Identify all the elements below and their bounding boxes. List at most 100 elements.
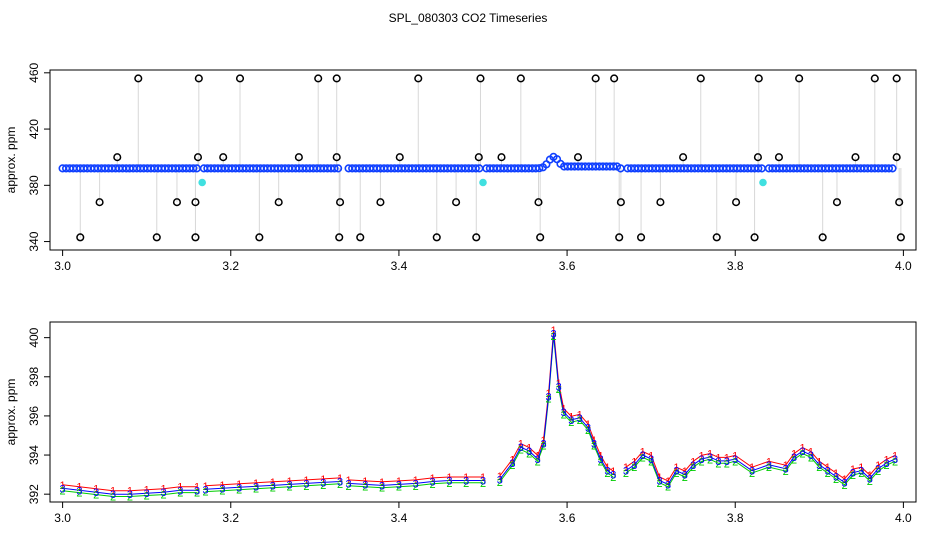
series-3-marker: 3	[463, 476, 469, 488]
series-1-marker: 1	[110, 486, 116, 498]
series-3-marker: 3	[546, 391, 552, 403]
outlier-point	[474, 153, 483, 162]
series-3-marker: 3	[379, 480, 385, 492]
series-2-marker: 2	[110, 492, 116, 504]
series-3-marker: 3	[413, 478, 419, 490]
outlier-point	[851, 153, 860, 162]
series-3-marker: 3	[783, 464, 789, 476]
series-2-marker: 2	[690, 462, 696, 474]
series-3-marker: 3	[497, 475, 503, 487]
series-2-marker: 2	[598, 456, 604, 468]
series-3-marker: 3	[551, 329, 557, 341]
series-1-marker: 1	[673, 462, 679, 474]
outlier-point	[750, 233, 759, 242]
series-3-line	[625, 450, 896, 486]
series-3-marker: 3	[160, 487, 166, 499]
bottom-x-tick-label: 3.4	[391, 511, 408, 525]
series-1-marker: 1	[413, 475, 419, 487]
series-2-marker: 2	[799, 449, 805, 461]
series-3-marker: 3	[127, 489, 133, 501]
top-x-tick-label: 3.8	[727, 259, 744, 273]
top-y-tick-label: 340	[27, 231, 41, 251]
outlier-point	[896, 233, 905, 242]
series-2-marker: 2	[497, 477, 503, 489]
series-1-marker: 1	[556, 378, 562, 390]
series-1-marker: 1	[561, 404, 567, 416]
outlier-point	[696, 74, 705, 83]
baseline-point	[754, 164, 763, 173]
series-1-marker: 1	[577, 409, 583, 421]
baseline-point	[888, 164, 897, 173]
series-3-marker: 3	[526, 446, 532, 458]
series-3-marker: 3	[591, 438, 597, 450]
series-3-marker: 3	[766, 460, 772, 472]
outlier-point	[194, 74, 203, 83]
series-2-marker: 2	[337, 479, 343, 491]
series-2-marker: 2	[362, 482, 368, 494]
series-2-marker: 2	[766, 462, 772, 474]
series-1-marker: 1	[631, 456, 637, 468]
series-2-marker: 2	[345, 481, 351, 493]
series-2-marker: 2	[648, 456, 654, 468]
top-x-tick-label: 3.4	[391, 259, 408, 273]
series-3-marker: 3	[362, 479, 368, 491]
bottom-x-tick-label: 3.2	[222, 511, 239, 525]
series-2-marker: 2	[236, 485, 242, 497]
series-3-line	[348, 480, 483, 486]
outlier-point	[76, 233, 85, 242]
series-3-marker: 3	[631, 460, 637, 472]
series-3-marker: 3	[320, 477, 326, 489]
series-1-marker: 1	[791, 449, 797, 461]
series-2-marker: 2	[591, 441, 597, 453]
top-y-tick-label: 380	[27, 175, 41, 195]
series-1-marker: 1	[345, 475, 351, 487]
series-1-marker: 1	[160, 484, 166, 496]
bottom-y-tick-label: 392	[27, 484, 41, 504]
series-3-marker: 3	[799, 446, 805, 458]
series-2-marker: 2	[841, 480, 847, 492]
series-1-marker: 1	[127, 486, 133, 498]
series-2-line	[62, 490, 198, 497]
series-1-marker: 1	[463, 472, 469, 484]
baseline-point	[334, 164, 343, 173]
outlier-point	[591, 74, 600, 83]
cyan-point	[198, 178, 206, 187]
series-3-line	[205, 481, 341, 490]
series-3-marker: 3	[707, 452, 713, 464]
series-1-marker: 1	[640, 447, 646, 459]
series-1-marker: 1	[585, 419, 591, 431]
outlier-point	[832, 198, 842, 207]
series-2-line	[205, 483, 341, 493]
outlier-point	[219, 153, 228, 162]
series-2-marker: 2	[219, 486, 225, 498]
series-1-marker: 1	[535, 450, 541, 462]
bottom-y-axis-label: approx. ppm	[4, 379, 18, 446]
top-y-tick-label: 420	[27, 119, 41, 139]
series-1-marker: 1	[707, 449, 713, 461]
series-1-marker: 1	[76, 482, 82, 494]
series-1-marker: 1	[177, 482, 183, 494]
top-outlier-lines	[79, 78, 902, 238]
series-2-marker: 2	[127, 492, 133, 504]
series-3-marker: 3	[177, 485, 183, 497]
series-3-marker: 3	[540, 438, 546, 450]
series-3-marker: 3	[337, 477, 343, 489]
bottom-x-tick-label: 4.0	[895, 511, 912, 525]
outlier-point	[274, 198, 283, 207]
baseline-point	[189, 164, 198, 173]
baseline-point	[330, 164, 339, 173]
series-3-marker: 3	[518, 442, 524, 454]
outlier-point	[255, 233, 264, 242]
series-2-line	[348, 482, 483, 489]
series-3-marker: 3	[682, 470, 688, 482]
series-1-marker: 1	[665, 476, 671, 488]
series-3-marker: 3	[875, 464, 881, 476]
series-3-marker: 3	[509, 458, 515, 470]
series-2-marker: 2	[610, 472, 616, 484]
series-1-marker: 1	[93, 484, 99, 496]
bottom-panel-frame	[49, 321, 917, 503]
series-1-marker: 1	[379, 477, 385, 489]
outlier-point	[95, 198, 104, 207]
series-3-marker: 3	[724, 456, 730, 468]
